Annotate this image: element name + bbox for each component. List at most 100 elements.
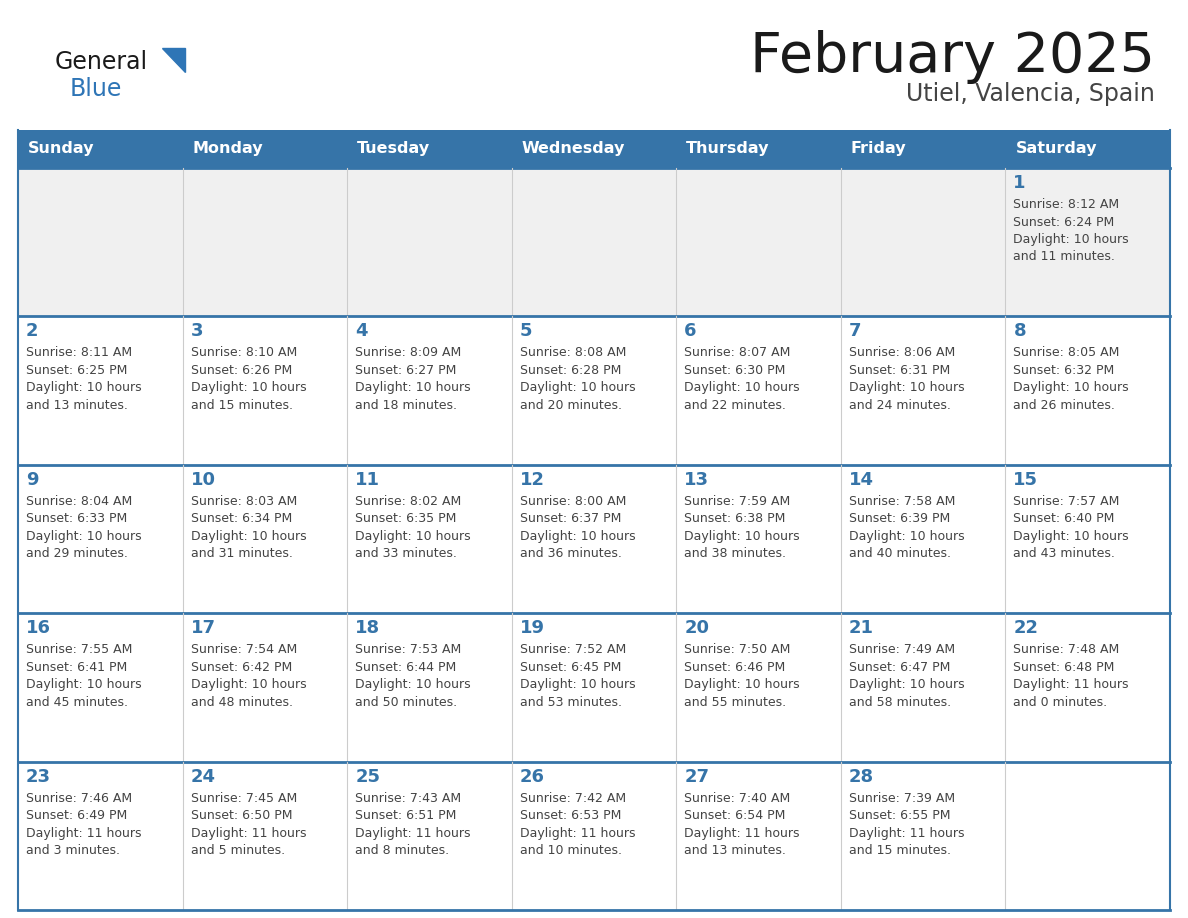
Text: 23: 23 [26,767,51,786]
Bar [18,130,1170,168]
Text: Sunrise: 7:59 AM: Sunrise: 7:59 AM [684,495,790,508]
Text: 14: 14 [849,471,874,488]
Text: Sunset: 6:40 PM: Sunset: 6:40 PM [1013,512,1114,525]
Text: 20: 20 [684,620,709,637]
Text: and 11 minutes.: and 11 minutes. [1013,251,1116,263]
Text: Daylight: 10 hours: Daylight: 10 hours [26,678,141,691]
Text: Sunset: 6:33 PM: Sunset: 6:33 PM [26,512,127,525]
Text: and 38 minutes.: and 38 minutes. [684,547,786,560]
Text: 18: 18 [355,620,380,637]
Text: Utiel, Valencia, Spain: Utiel, Valencia, Spain [906,82,1155,106]
Text: Sunrise: 7:45 AM: Sunrise: 7:45 AM [190,791,297,804]
Text: Daylight: 10 hours: Daylight: 10 hours [190,381,307,395]
Text: and 53 minutes.: and 53 minutes. [519,696,621,709]
Text: Sunset: 6:49 PM: Sunset: 6:49 PM [26,809,127,823]
Text: Tuesday: Tuesday [358,141,430,156]
Text: Sunset: 6:55 PM: Sunset: 6:55 PM [849,809,950,823]
Text: Sunrise: 7:55 AM: Sunrise: 7:55 AM [26,644,132,656]
Text: Daylight: 11 hours: Daylight: 11 hours [519,826,636,840]
Text: 1: 1 [1013,174,1026,192]
Text: Sunset: 6:26 PM: Sunset: 6:26 PM [190,364,292,377]
Text: and 26 minutes.: and 26 minutes. [1013,399,1116,412]
Text: Monday: Monday [192,141,264,156]
Text: 24: 24 [190,767,215,786]
Text: 4: 4 [355,322,367,341]
Text: Thursday: Thursday [687,141,770,156]
Text: 25: 25 [355,767,380,786]
Text: February 2025: February 2025 [750,30,1155,84]
Text: Daylight: 11 hours: Daylight: 11 hours [355,826,470,840]
Text: and 58 minutes.: and 58 minutes. [849,696,950,709]
Text: Sunset: 6:25 PM: Sunset: 6:25 PM [26,364,127,377]
Text: and 29 minutes.: and 29 minutes. [26,547,128,560]
Text: Daylight: 10 hours: Daylight: 10 hours [1013,381,1129,395]
Text: Daylight: 10 hours: Daylight: 10 hours [684,381,800,395]
Text: and 10 minutes.: and 10 minutes. [519,844,621,857]
Text: and 48 minutes.: and 48 minutes. [190,696,292,709]
Text: Sunrise: 7:40 AM: Sunrise: 7:40 AM [684,791,790,804]
Text: 15: 15 [1013,471,1038,488]
Text: Sunset: 6:45 PM: Sunset: 6:45 PM [519,661,621,674]
Text: Daylight: 10 hours: Daylight: 10 hours [26,381,141,395]
Text: Sunday: Sunday [29,141,95,156]
Text: Wednesday: Wednesday [522,141,625,156]
Text: and 45 minutes.: and 45 minutes. [26,696,128,709]
Text: and 0 minutes.: and 0 minutes. [1013,696,1107,709]
Text: Daylight: 11 hours: Daylight: 11 hours [190,826,307,840]
Text: Sunrise: 7:46 AM: Sunrise: 7:46 AM [26,791,132,804]
Text: Sunset: 6:30 PM: Sunset: 6:30 PM [684,364,785,377]
Text: Sunrise: 7:54 AM: Sunrise: 7:54 AM [190,644,297,656]
Text: Daylight: 10 hours: Daylight: 10 hours [849,381,965,395]
Text: 5: 5 [519,322,532,341]
Text: 26: 26 [519,767,545,786]
Text: Daylight: 10 hours: Daylight: 10 hours [355,678,470,691]
Text: Daylight: 10 hours: Daylight: 10 hours [519,381,636,395]
Text: 21: 21 [849,620,874,637]
Text: Daylight: 10 hours: Daylight: 10 hours [849,678,965,691]
Text: 16: 16 [26,620,51,637]
Text: Sunset: 6:44 PM: Sunset: 6:44 PM [355,661,456,674]
Bar [18,317,1170,465]
Text: Sunrise: 8:00 AM: Sunrise: 8:00 AM [519,495,626,508]
Text: Daylight: 10 hours: Daylight: 10 hours [519,530,636,543]
Text: Sunrise: 8:09 AM: Sunrise: 8:09 AM [355,346,461,360]
Text: and 13 minutes.: and 13 minutes. [26,399,128,412]
Text: 7: 7 [849,322,861,341]
Text: Sunrise: 8:11 AM: Sunrise: 8:11 AM [26,346,132,360]
Text: Daylight: 11 hours: Daylight: 11 hours [684,826,800,840]
Bar [18,613,1170,762]
Text: and 50 minutes.: and 50 minutes. [355,696,457,709]
Text: and 36 minutes.: and 36 minutes. [519,547,621,560]
Text: Sunset: 6:41 PM: Sunset: 6:41 PM [26,661,127,674]
Text: 12: 12 [519,471,545,488]
Polygon shape [162,48,185,72]
Text: Sunrise: 8:10 AM: Sunrise: 8:10 AM [190,346,297,360]
Text: and 55 minutes.: and 55 minutes. [684,696,786,709]
Bar [18,465,1170,613]
Text: Sunrise: 8:02 AM: Sunrise: 8:02 AM [355,495,461,508]
Text: 22: 22 [1013,620,1038,637]
Text: Sunrise: 7:39 AM: Sunrise: 7:39 AM [849,791,955,804]
Text: and 31 minutes.: and 31 minutes. [190,547,292,560]
Text: and 18 minutes.: and 18 minutes. [355,399,457,412]
Text: Sunrise: 8:04 AM: Sunrise: 8:04 AM [26,495,132,508]
Text: Daylight: 10 hours: Daylight: 10 hours [26,530,141,543]
Text: 8: 8 [1013,322,1026,341]
Bar [18,168,1170,317]
Text: Daylight: 11 hours: Daylight: 11 hours [26,826,141,840]
Text: Sunset: 6:48 PM: Sunset: 6:48 PM [1013,661,1114,674]
Text: and 43 minutes.: and 43 minutes. [1013,547,1116,560]
Text: General: General [55,50,148,74]
Text: Sunrise: 8:08 AM: Sunrise: 8:08 AM [519,346,626,360]
Text: Sunset: 6:34 PM: Sunset: 6:34 PM [190,512,292,525]
Text: Sunset: 6:37 PM: Sunset: 6:37 PM [519,512,621,525]
Text: 19: 19 [519,620,545,637]
Text: Sunrise: 8:05 AM: Sunrise: 8:05 AM [1013,346,1120,360]
Text: Daylight: 11 hours: Daylight: 11 hours [849,826,965,840]
Text: and 20 minutes.: and 20 minutes. [519,399,621,412]
Text: Daylight: 10 hours: Daylight: 10 hours [355,381,470,395]
Text: Sunset: 6:38 PM: Sunset: 6:38 PM [684,512,785,525]
Text: 2: 2 [26,322,38,341]
Text: Blue: Blue [70,77,122,101]
Text: Friday: Friday [851,141,906,156]
